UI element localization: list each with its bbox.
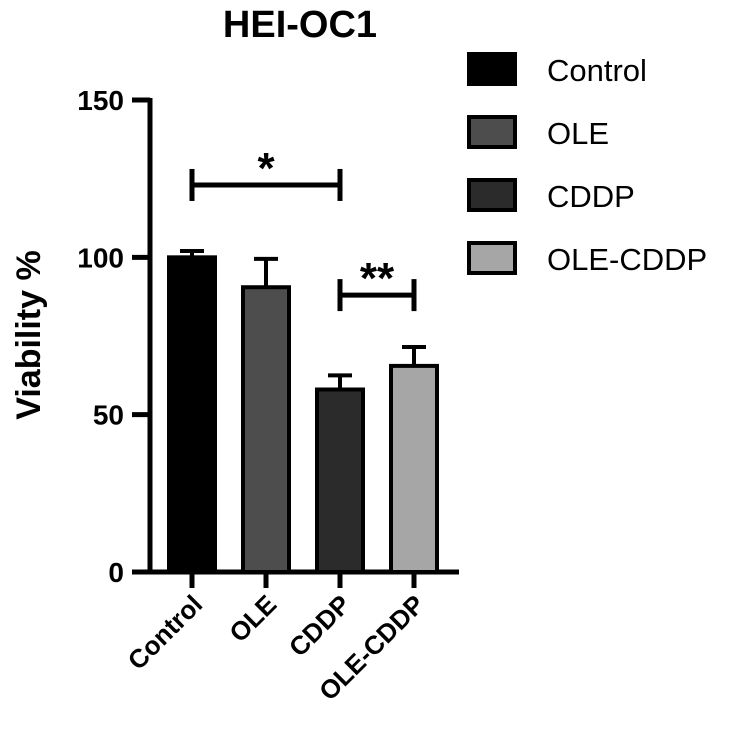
x-tick-label: OLE [223,589,282,648]
significance-brackets: *** [189,144,417,312]
legend: Control OLE CDDP OLE-CDDP [467,52,707,277]
significance-label: * [257,144,275,193]
y-tick-label: 0 [108,557,124,588]
legend-label: OLE [547,116,609,151]
y-tick-label: 100 [77,242,124,273]
significance-label: ** [360,254,395,303]
bar-control [167,255,217,574]
legend-swatch [467,241,517,275]
error-bar [402,345,426,366]
error-bar [254,256,278,288]
legend-label: Control [547,53,647,88]
significance-bracket: * [189,144,343,201]
x-tick-label: CDDP [283,589,356,662]
legend-swatch [467,52,517,86]
legend-label: CDDP [547,179,635,214]
y-tick-label: 50 [93,400,124,431]
error-bar [180,249,204,258]
legend-swatch [467,178,517,212]
y-tick-label: 150 [77,85,124,116]
error-bars [180,249,426,390]
error-bar [328,373,352,390]
chart-title: HEI-OC1 [223,4,377,46]
legend-label: OLE-CDDP [547,242,707,277]
bars [167,255,439,575]
y-axis-label: Viability % [10,250,48,419]
x-tick-label: Control [122,589,209,676]
bar-cddp [315,387,365,575]
bar-ole-cddp [389,363,439,575]
legend-swatch [467,115,517,149]
bar-ole [241,285,291,574]
significance-bracket: ** [337,254,417,312]
